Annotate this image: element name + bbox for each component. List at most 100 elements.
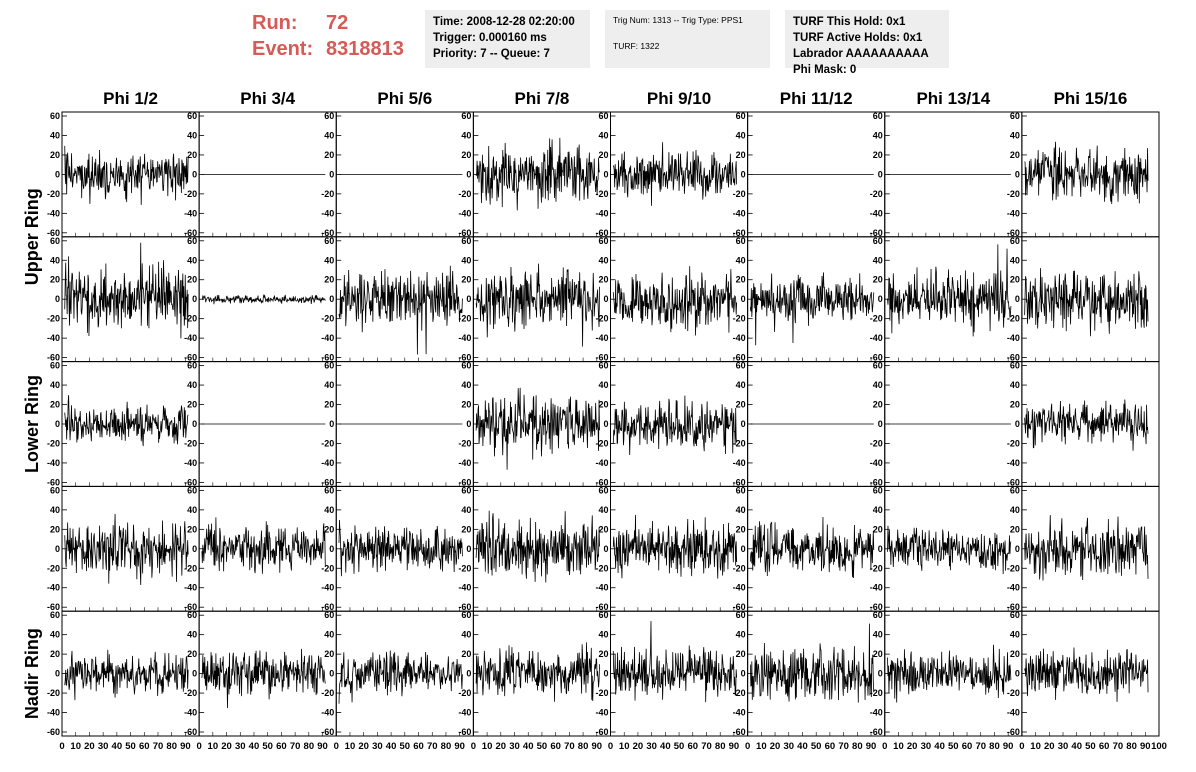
- x-tick-label-c8-30: 30: [1058, 741, 1069, 752]
- waveform-r1-c4: [475, 137, 600, 211]
- time-text: Time: 2008-12-28 02:20:00: [433, 16, 575, 28]
- waveform-r4-c4: [475, 510, 600, 583]
- x-tick-label-c3-10: 10: [345, 741, 356, 752]
- y-tick-label-r4-c8-0: 0: [1015, 544, 1020, 554]
- y-tick-label-r2-c1-60: 60: [50, 236, 60, 246]
- x-tick-label-c5-0: 0: [608, 741, 613, 752]
- y-tick-label-r4-c5-20: 20: [598, 524, 608, 534]
- waveform-r2-c3: [338, 265, 463, 355]
- y-tick-label-r4-c2-60: 60: [187, 485, 197, 495]
- y-tick-label-r1-c6-0: 0: [741, 169, 746, 179]
- y-tick-label-r4-c5-60: 60: [598, 485, 608, 495]
- y-tick-label-r1-c6--20: -20: [733, 189, 746, 199]
- turf-active-holds-text: TURF Active Holds: 0x1: [793, 32, 923, 44]
- x-tick-label-c4-10: 10: [482, 741, 493, 752]
- y-tick-label-r5-c4-60: 60: [461, 610, 471, 620]
- y-tick-label-r4-c8--60: -60: [1007, 602, 1020, 612]
- y-tick-label-r1-c1-60: 60: [50, 111, 60, 121]
- y-tick-label-r1-c4-40: 40: [461, 130, 471, 140]
- y-tick-label-r2-c1-40: 40: [50, 255, 60, 265]
- y-tick-label-r3-c2--40: -40: [184, 458, 197, 468]
- y-tick-label-r2-c7-60: 60: [873, 236, 883, 246]
- y-tick-label-r2-c8--60: -60: [1007, 353, 1020, 363]
- x-tick-label-c5-60: 60: [687, 741, 698, 752]
- y-tick-label-r5-c5-20: 20: [598, 649, 608, 659]
- x-tick-label-c6-50: 50: [811, 741, 822, 752]
- y-tick-label-r1-c2-60: 60: [187, 111, 197, 121]
- waveform-r2-c2: [201, 294, 326, 305]
- y-tick-label-r5-c8--20: -20: [1007, 688, 1020, 698]
- y-tick-label-r3-c6--20: -20: [733, 438, 746, 448]
- y-tick-label-r4-c4--20: -20: [458, 563, 471, 573]
- y-tick-label-r2-c5-40: 40: [598, 255, 608, 265]
- y-tick-label-r3-c1--40: -40: [47, 458, 60, 468]
- column-header-5: Phi 9/10: [647, 89, 711, 108]
- y-tick-label-r2-c2-60: 60: [187, 236, 197, 246]
- y-tick-label-r2-c2-20: 20: [187, 275, 197, 285]
- y-tick-label-r1-c6-60: 60: [736, 111, 746, 121]
- y-tick-label-r5-c2--20: -20: [184, 688, 197, 698]
- y-tick-label-r1-c4-20: 20: [461, 150, 471, 160]
- x-tick-label-c1-0: 0: [59, 741, 64, 752]
- y-tick-label-r3-c3-0: 0: [329, 419, 334, 429]
- waveform-r4-c8: [1024, 515, 1149, 581]
- y-tick-label-r4-c6-60: 60: [736, 485, 746, 495]
- y-tick-label-r1-c8--40: -40: [1007, 208, 1020, 218]
- x-tick-label-c8-80: 80: [1126, 741, 1137, 752]
- ring-label-upper-ring: Upper Ring: [22, 188, 42, 285]
- x-tick-label-c8-70: 70: [1113, 741, 1124, 752]
- x-tick-label-c5-50: 50: [674, 741, 685, 752]
- y-tick-label-r4-c2-0: 0: [192, 544, 197, 554]
- y-tick-label-r1-c2--60: -60: [184, 228, 197, 238]
- y-tick-label-r4-c7-20: 20: [873, 524, 883, 534]
- y-tick-label-r2-c4-40: 40: [461, 255, 471, 265]
- y-tick-label-r2-c6-20: 20: [736, 275, 746, 285]
- y-tick-label-r3-c7--40: -40: [870, 458, 883, 468]
- waveform-r3-c1: [64, 395, 189, 447]
- column-header-2: Phi 3/4: [240, 89, 295, 108]
- y-tick-label-r5-c6--40: -40: [733, 708, 746, 718]
- y-tick-label-r5-c2-0: 0: [192, 669, 197, 679]
- column-header-6: Phi 11/12: [780, 89, 853, 108]
- y-tick-label-r3-c7--20: -20: [870, 438, 883, 448]
- y-tick-label-r4-c7--20: -20: [870, 563, 883, 573]
- y-tick-label-r4-c3--20: -20: [321, 563, 334, 573]
- y-tick-label-r4-c2--20: -20: [184, 563, 197, 573]
- trigger-time-text: Trigger: 0.000160 ms: [433, 32, 547, 44]
- y-tick-label-r4-c3-20: 20: [324, 524, 334, 534]
- y-tick-label-r3-c8--40: -40: [1007, 458, 1020, 468]
- y-tick-label-r5-c4--60: -60: [458, 727, 471, 737]
- y-tick-label-r2-c5-60: 60: [598, 236, 608, 246]
- y-tick-label-r5-c3-40: 40: [324, 630, 334, 640]
- y-tick-label-r4-c1--60: -60: [47, 602, 60, 612]
- x-tick-label-c8-40: 40: [1071, 741, 1082, 752]
- y-tick-label-r2-c7--60: -60: [870, 353, 883, 363]
- y-tick-label-r4-c3--60: -60: [321, 602, 334, 612]
- y-tick-label-r3-c4--60: -60: [458, 477, 471, 487]
- y-tick-label-r2-c4--60: -60: [458, 353, 471, 363]
- y-tick-label-r3-c7-60: 60: [873, 361, 883, 371]
- y-tick-label-r4-c6-0: 0: [741, 544, 746, 554]
- y-tick-label-r3-c6-40: 40: [736, 380, 746, 390]
- y-tick-label-r4-c8--20: -20: [1007, 563, 1020, 573]
- waveform-r2-c7: [887, 244, 1012, 337]
- y-tick-label-r5-c5--40: -40: [595, 708, 608, 718]
- y-tick-label-r3-c3-40: 40: [324, 380, 334, 390]
- y-tick-label-r4-c4-60: 60: [461, 485, 471, 495]
- y-tick-label-r2-c8-40: 40: [1010, 255, 1020, 265]
- y-tick-label-r2-c6--20: -20: [733, 314, 746, 324]
- y-tick-label-r1-c5-60: 60: [598, 111, 608, 121]
- turf-info-box: TURF This Hold: 0x1 TURF Active Holds: 0…: [785, 10, 949, 76]
- x-tick-label-c7-40: 40: [934, 741, 945, 752]
- y-tick-label-r5-c7-20: 20: [873, 649, 883, 659]
- y-tick-label-r4-c6-20: 20: [736, 524, 746, 534]
- y-tick-label-r3-c2--60: -60: [184, 477, 197, 487]
- y-tick-label-r2-c2--60: -60: [184, 353, 197, 363]
- y-tick-label-r4-c3-40: 40: [324, 505, 334, 515]
- y-tick-label-r1-c1--60: -60: [47, 228, 60, 238]
- y-tick-label-r5-c4-0: 0: [466, 669, 471, 679]
- y-tick-label-r2-c8--40: -40: [1007, 333, 1020, 343]
- y-tick-label-r1-c7--20: -20: [870, 189, 883, 199]
- x-tick-label-c1-10: 10: [70, 741, 81, 752]
